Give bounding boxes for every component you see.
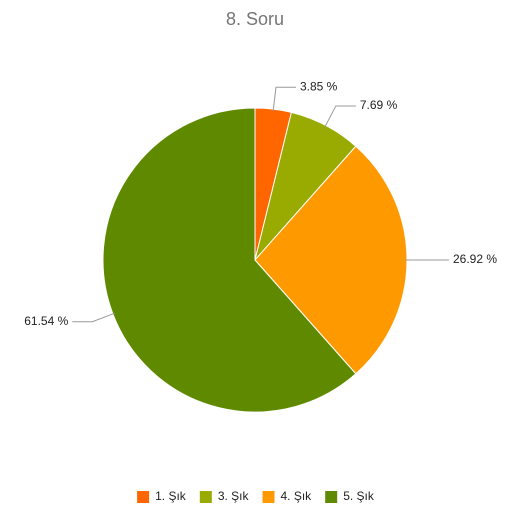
- legend-label: 3. Şık: [218, 489, 250, 503]
- legend-label: 1. Şık: [155, 489, 187, 503]
- legend-label: 5. Şık: [343, 489, 375, 503]
- legend-label: 4. Şık: [281, 489, 313, 503]
- legend-swatch: [137, 491, 150, 503]
- leader-line: [272, 86, 296, 112]
- data-label: 61.54 %: [24, 314, 68, 328]
- data-label: 7.69 %: [360, 98, 398, 112]
- data-label: 26.92 %: [453, 252, 497, 266]
- leader-line: [324, 105, 356, 128]
- legend-swatch: [262, 491, 275, 503]
- data-label: 3.85 %: [300, 79, 338, 93]
- chart-title: 8. Soru: [226, 9, 284, 29]
- leader-line: [72, 312, 115, 323]
- legend-swatch: [325, 491, 338, 503]
- legend-swatch: [199, 491, 212, 503]
